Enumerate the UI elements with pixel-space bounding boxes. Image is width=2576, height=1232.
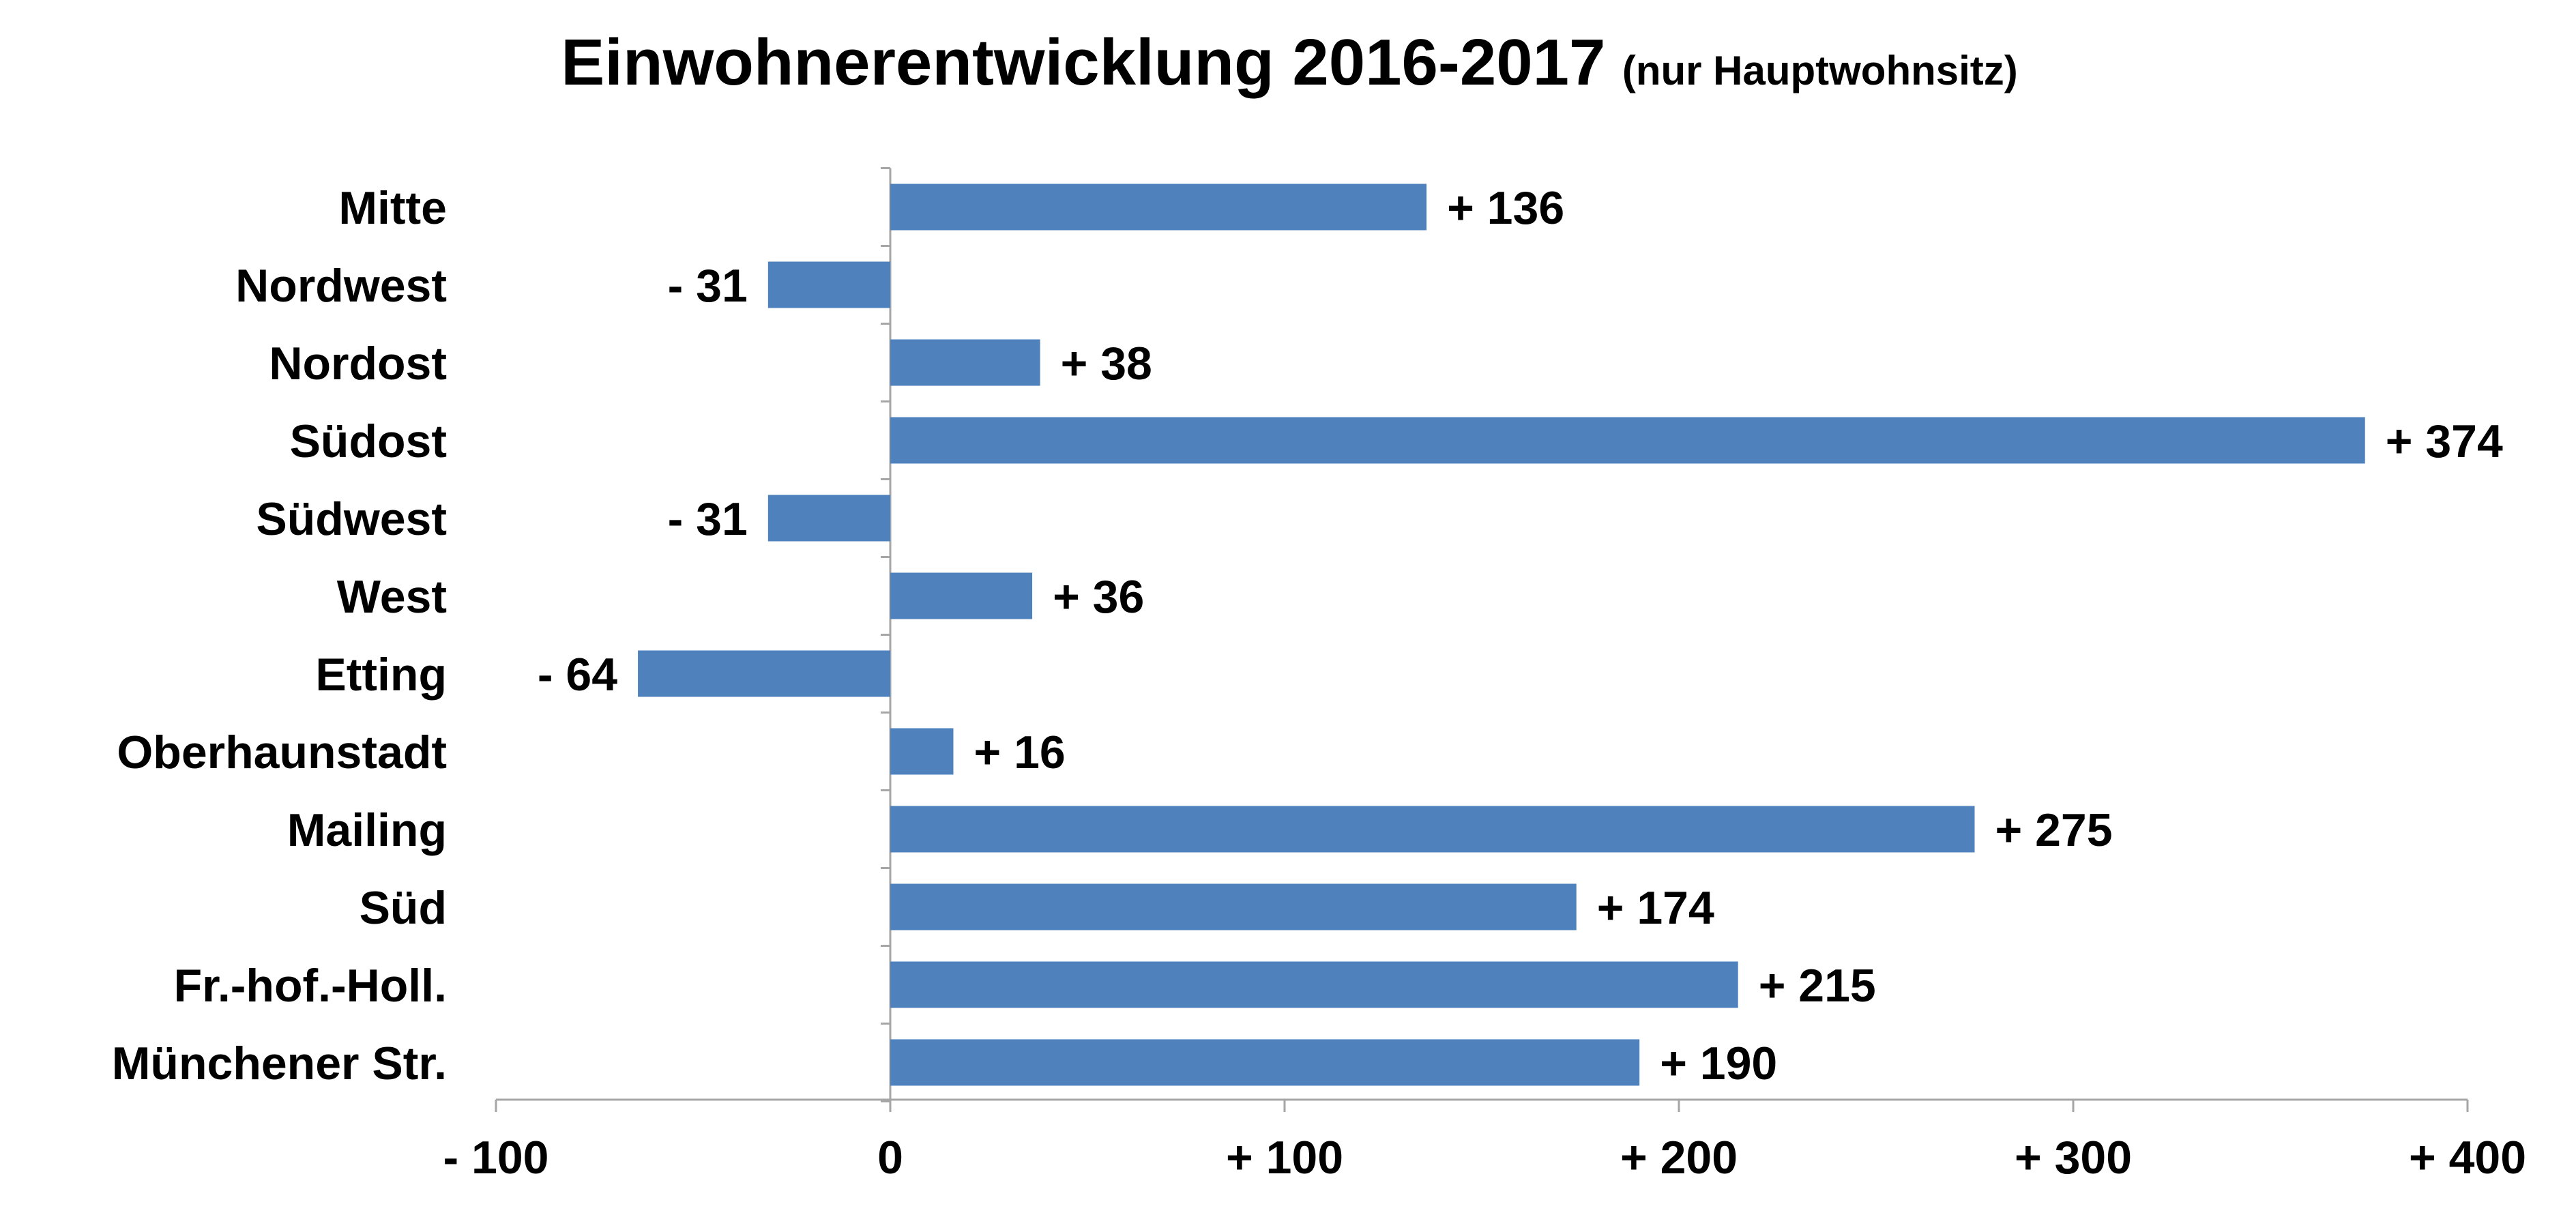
bar: [890, 417, 2365, 464]
data-label: + 16: [974, 727, 1065, 778]
x-tick-label: 0: [877, 1132, 903, 1184]
data-label: + 374: [2386, 415, 2503, 467]
bars: [638, 184, 2365, 1086]
data-label: + 36: [1053, 571, 1144, 623]
data-label: + 275: [1995, 804, 2113, 856]
bar: [638, 650, 890, 697]
data-label: + 190: [1660, 1038, 1777, 1089]
bar: [890, 339, 1040, 386]
bar: [890, 883, 1577, 930]
category-label: Nordost: [269, 338, 447, 390]
category-label: Nordwest: [235, 260, 447, 312]
category-label: Etting: [315, 649, 447, 701]
category-label: Fr.-hof.-Holl.: [174, 960, 447, 1012]
bar: [890, 572, 1033, 619]
category-label: Mitte: [338, 182, 447, 234]
data-label: - 31: [668, 493, 748, 545]
data-label: + 215: [1759, 960, 1876, 1012]
bar: [890, 1039, 1640, 1086]
x-tick-label: + 200: [1620, 1132, 1738, 1184]
x-tick-label: + 300: [2015, 1132, 2132, 1184]
data-label: - 31: [668, 260, 748, 312]
data-label: + 174: [1597, 882, 1714, 934]
category-label: Süd: [360, 882, 447, 934]
category-label: Münchener Str.: [112, 1038, 447, 1089]
x-tick-label: - 100: [443, 1132, 549, 1184]
data-label: + 38: [1061, 338, 1152, 390]
data-label: + 136: [1447, 182, 1564, 234]
category-label: Oberhaunstadt: [117, 727, 447, 778]
category-label: West: [337, 571, 447, 623]
axes: [495, 167, 2469, 1112]
chart-subtitle: (nur Hauptwohnsitz): [1622, 48, 2018, 93]
labels: - 100 0 + 100 + 200 + 300 + 400 Mitte + 136 Nord…: [112, 182, 2526, 1184]
x-tick-label: + 100: [1226, 1132, 1343, 1184]
chart-title: Einwohnerentwicklung 2016-2017: [561, 26, 1605, 99]
bar: [767, 495, 890, 542]
bar: [890, 184, 1427, 231]
bar: [890, 728, 954, 775]
bar: [767, 261, 890, 308]
x-tick-label: + 400: [2409, 1132, 2526, 1184]
data-label: - 64: [538, 649, 617, 701]
category-label: Mailing: [287, 804, 447, 856]
bar: [890, 961, 1738, 1008]
bar: [890, 806, 1975, 853]
category-label: Südwest: [256, 493, 447, 545]
chart-title-group: Einwohnerentwicklung 2016-2017 (nur Haup…: [561, 26, 2018, 99]
category-label: Südost: [290, 415, 447, 467]
